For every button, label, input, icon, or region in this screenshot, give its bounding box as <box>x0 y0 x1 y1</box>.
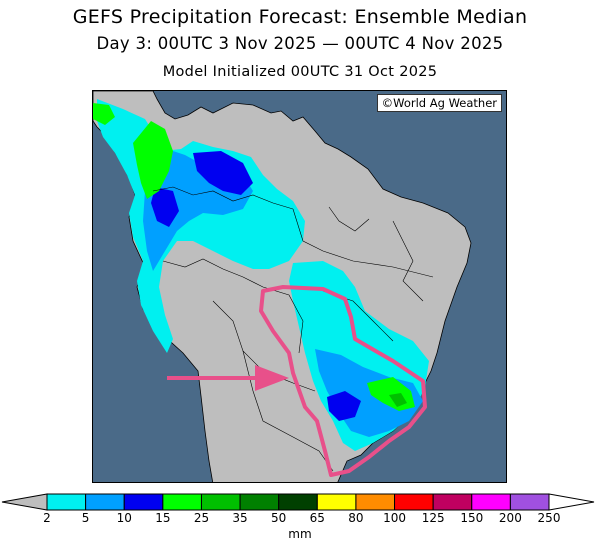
legend-below-min <box>1 493 48 511</box>
highlight-outline <box>259 285 427 477</box>
legend-swatch <box>432 493 473 511</box>
legend-tick-label: 50 <box>271 511 287 525</box>
legend-swatch <box>278 493 318 511</box>
legend-tick-label: 10 <box>116 511 132 525</box>
legend-tick-label: 2 <box>43 511 51 525</box>
precipitation-map: ©World Ag Weather <box>92 90 507 483</box>
highlight-arrow-head <box>255 365 289 391</box>
legend-above-max <box>548 493 595 511</box>
model-init-time: Model Initialized 00UTC 31 Oct 2025 <box>162 64 438 80</box>
precipitation-shading <box>93 99 429 451</box>
legend-swatch <box>394 493 434 511</box>
legend-swatch <box>509 493 550 511</box>
legend-color-boxes <box>46 493 550 511</box>
legend-swatch <box>316 493 357 511</box>
color-legend <box>1 493 595 511</box>
page-title: GEFS Precipitation Forecast: Ensemble Me… <box>72 6 528 28</box>
legend-swatch <box>123 493 164 511</box>
legend-swatch <box>200 493 241 511</box>
legend-swatch <box>162 493 202 511</box>
legend-tick-label: 15 <box>155 511 171 525</box>
legend-tick-label: 125 <box>421 511 445 525</box>
legend-swatch <box>85 493 125 511</box>
legend-tick-label: 80 <box>348 511 364 525</box>
legend-tick-label: 5 <box>81 511 90 525</box>
legend-swatch <box>46 493 87 511</box>
forecast-period: Day 3: 00UTC 3 Nov 2025 — 00UTC 4 Nov 20… <box>96 34 504 53</box>
legend-tick-label: 25 <box>193 511 210 525</box>
legend-tick-label: 35 <box>232 511 248 525</box>
legend-tick-label: 65 <box>309 511 325 525</box>
legend-tick-label: 200 <box>498 511 522 525</box>
legend-tick-label: 250 <box>537 511 561 525</box>
legend-unit: mm <box>288 527 312 541</box>
legend-swatch <box>239 493 280 511</box>
credit-label: ©World Ag Weather <box>376 94 502 112</box>
legend-swatch <box>471 493 511 511</box>
legend-tick-label: 150 <box>460 511 484 525</box>
legend-tick-label: 100 <box>383 511 406 525</box>
legend-swatch <box>355 493 396 511</box>
map-canvas <box>93 91 472 482</box>
